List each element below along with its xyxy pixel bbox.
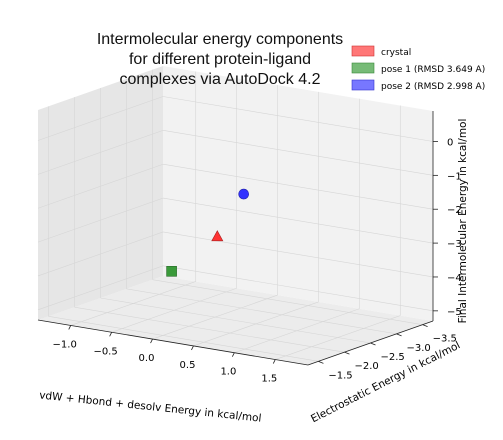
- y-tick-label: −2.0: [355, 361, 379, 372]
- x-tick-label: 1.0: [220, 367, 236, 378]
- data-point-crystal: [211, 230, 224, 242]
- z-grid-left: [37, 197, 164, 243]
- y-tick-mark: [370, 342, 376, 346]
- y-grid-floor: [100, 297, 371, 344]
- x-axis-label: vdW + Hbond + desolv Energy in kcal/mol: [39, 389, 262, 424]
- data-point-pose-2: [238, 188, 249, 200]
- y-grid-floor: [126, 288, 397, 335]
- z-grid-left: [37, 163, 164, 209]
- x-tick-label: −0.5: [93, 346, 117, 357]
- y-grid-floor: [48, 316, 319, 362]
- x-tick-label: 0.5: [180, 360, 196, 371]
- z-grid-left: [37, 231, 164, 277]
- legend: crystal pose 1 (RMSD 3.649 A) pose 2 (RM…: [351, 45, 485, 92]
- data-points: [166, 188, 249, 277]
- title-line-1: Intermolecular energy components: [97, 31, 343, 48]
- x-tick-mark: [272, 359, 276, 364]
- chart-title: Intermolecular energy components for dif…: [97, 31, 343, 88]
- x-tick-label: 0.0: [139, 353, 155, 364]
- z-tick-label: −5: [447, 307, 462, 318]
- y-tick-label: −2.5: [381, 352, 405, 363]
- y-tick-mark: [422, 324, 428, 328]
- tick-labels: −1.0 −0.5 0.0 0.5 1.0 1.5 −3.5−3.0−2.5−2.0−1.5…: [53, 138, 462, 385]
- z-grid-back: [162, 265, 434, 312]
- legend-swatch-pose-1: [351, 62, 375, 74]
- y-grid-floor: [152, 279, 423, 325]
- grid-lines: [37, 69, 434, 366]
- y-tick-label: −1.5: [328, 370, 352, 381]
- z-tick-label: −1: [447, 171, 462, 182]
- back-pane: [163, 66, 433, 321]
- y-tick-label: −3.5: [433, 334, 457, 345]
- z-tick-label: −4: [447, 273, 462, 284]
- z-grid-left: [37, 96, 164, 141]
- x-tick-mark: [150, 338, 153, 344]
- z-grid-back: [162, 96, 434, 142]
- x-tick-label: 1.5: [261, 374, 277, 385]
- x-tick-mark: [232, 352, 235, 357]
- x-axis-line: [37, 319, 309, 366]
- y-tick-label: −3.0: [407, 343, 431, 354]
- x-tick-mark: [109, 332, 112, 337]
- z-tick-label: −3: [447, 239, 462, 250]
- legend-label-pose-1: pose 1 (RMSD 3.649 A): [381, 65, 485, 75]
- z-tick-label: 0: [447, 138, 453, 149]
- x-tick-mark: [68, 325, 72, 330]
- y-tick-mark: [318, 360, 324, 364]
- y-grid-floor: [74, 306, 345, 353]
- x-tick-mark: [191, 345, 194, 351]
- y-tick-mark: [344, 351, 350, 355]
- legend-label-pose-2: pose 2 (RMSD 2.998 A): [381, 82, 485, 92]
- data-point-pose-1: [166, 265, 177, 277]
- legend-swatch-pose-2: [351, 79, 375, 91]
- title-line-3: complexes via AutoDock 4.2: [120, 71, 321, 88]
- z-tick-label: −2: [447, 205, 462, 216]
- z-grid-left: [37, 130, 164, 175]
- z-grid-back: [162, 130, 434, 176]
- z-grid-left: [37, 265, 164, 311]
- z-grid-back: [162, 197, 434, 244]
- y-tick-mark: [396, 333, 402, 337]
- axes-panes: [38, 66, 433, 365]
- title-line-2: for different protein-ligand: [129, 51, 311, 68]
- x-tick-label: −1.0: [53, 340, 77, 351]
- z-axis-label: Final Intermolecular Energy in kcal/mol: [457, 119, 469, 324]
- z-grid-back: [162, 163, 434, 210]
- z-grid-back: [162, 231, 434, 278]
- legend-label-crystal: crystal: [381, 48, 411, 58]
- legend-swatch-crystal: [351, 45, 375, 57]
